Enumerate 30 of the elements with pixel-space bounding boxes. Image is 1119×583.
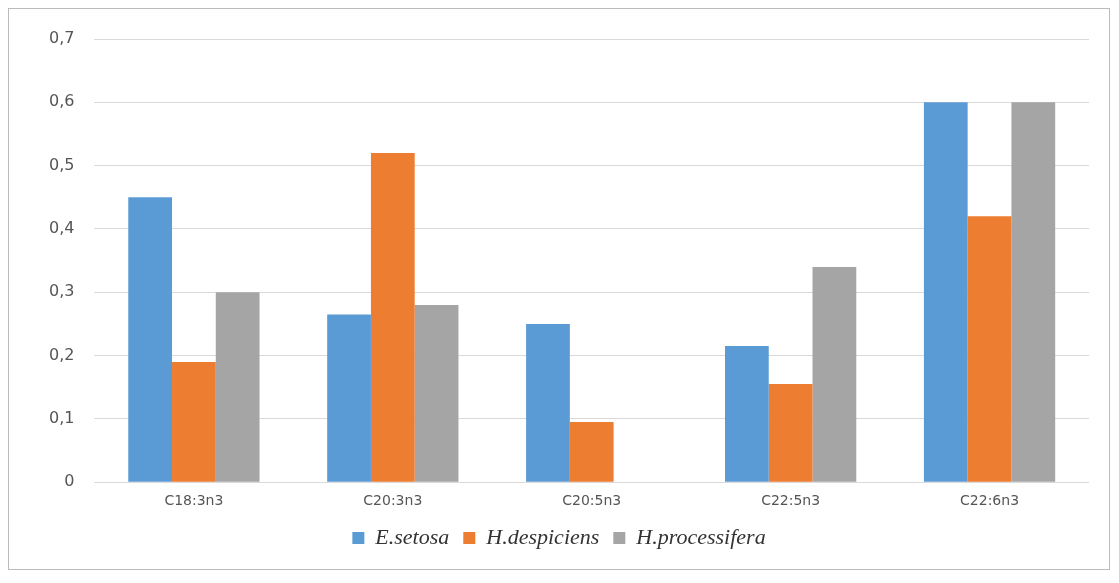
bar (812, 266, 857, 482)
x-tick-label: C18:3n3 (164, 492, 224, 509)
bar (569, 422, 614, 482)
y-tick-label: 0,4 (48, 218, 75, 238)
bar (215, 292, 260, 482)
bar (923, 102, 968, 482)
y-tick-label: 0,7 (48, 28, 75, 48)
bar (724, 346, 769, 482)
x-tick-label: C22:5n3 (761, 492, 821, 509)
bar (967, 216, 1012, 482)
legend-label: H.processifera (635, 523, 766, 549)
y-tick-label: 0,3 (48, 281, 75, 301)
y-tick-label: 0,6 (48, 91, 75, 111)
bar (1011, 102, 1056, 482)
legend-label: E.setosa (374, 523, 450, 549)
bar (172, 361, 216, 482)
bar (327, 314, 371, 482)
y-tick-label: 0 (64, 471, 75, 491)
bar (414, 304, 459, 482)
y-tick-label: 0,1 (48, 408, 75, 428)
y-tick-label: 0,5 (48, 154, 75, 174)
x-tick-label: C20:3n3 (363, 492, 423, 509)
bar (128, 197, 173, 482)
x-tick-label: C20:5n3 (562, 492, 622, 509)
bar (370, 152, 415, 482)
bar (768, 384, 813, 482)
y-tick-label: 0,2 (48, 344, 75, 364)
bar (526, 323, 570, 482)
x-tick-label: C22:6n3 (960, 492, 1020, 509)
legend-label: H.despiciens (485, 523, 600, 549)
